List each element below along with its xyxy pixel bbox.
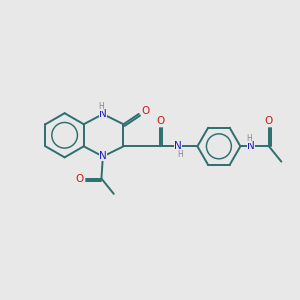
Text: N: N — [247, 141, 255, 151]
Text: N: N — [99, 152, 107, 161]
Text: H: H — [246, 134, 252, 143]
Text: O: O — [265, 116, 273, 126]
Text: H: H — [98, 102, 104, 111]
Text: O: O — [156, 116, 164, 126]
Text: N: N — [174, 141, 182, 151]
Text: O: O — [76, 174, 84, 184]
Text: H: H — [177, 150, 183, 159]
Text: O: O — [141, 106, 149, 116]
Text: N: N — [99, 109, 107, 119]
